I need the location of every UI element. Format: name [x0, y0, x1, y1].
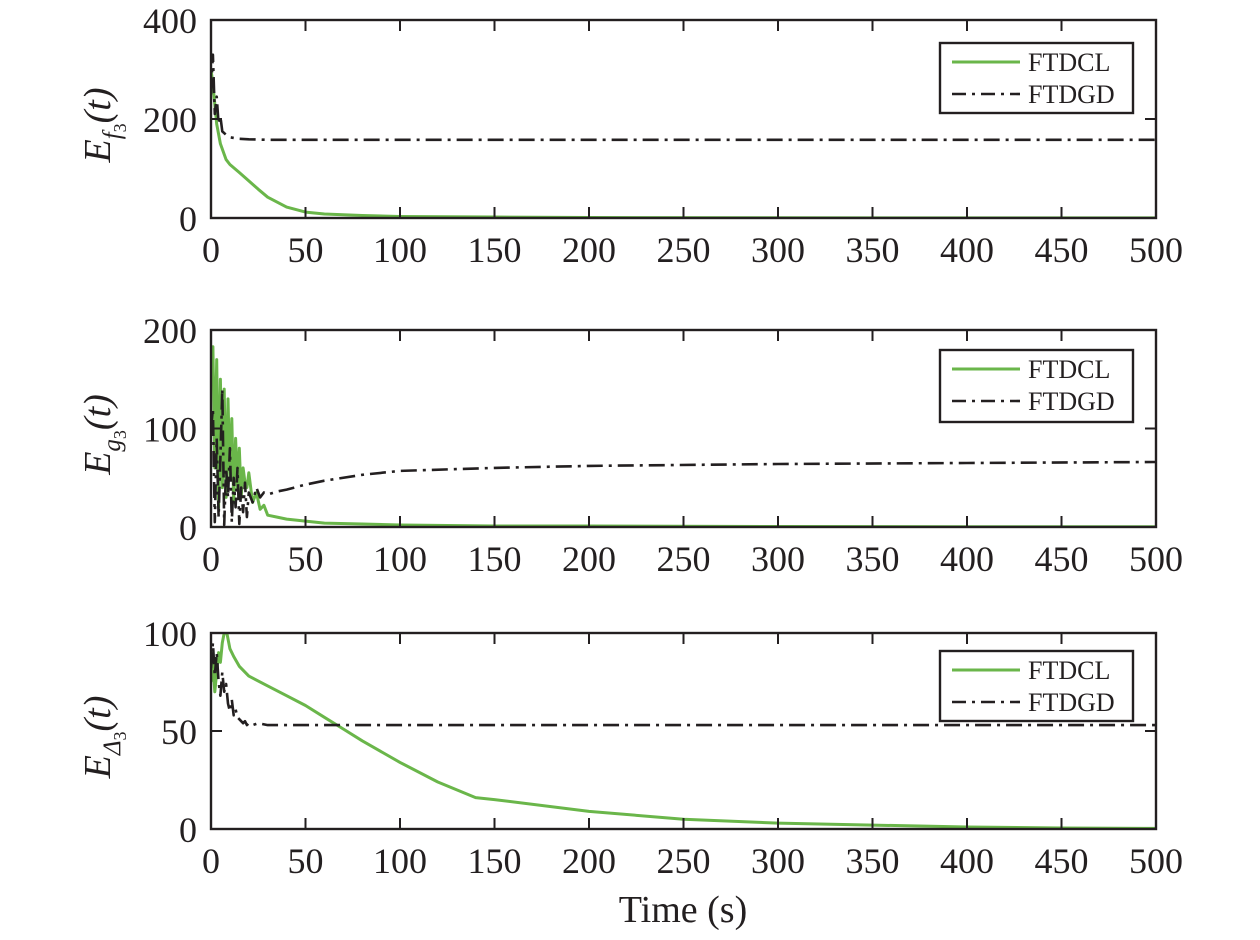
x-tick-label: 400 [940, 230, 994, 270]
subplot-3: 0 50 100 150 200 250 300 350 400 450 500 0 50 100 EΔ3(… [77, 614, 1183, 881]
x-tick-label: 400 [940, 539, 994, 579]
legend: FTDCL FTDGD [938, 649, 1135, 723]
legend-label-ftdcl: FTDCL [1028, 48, 1110, 77]
x-tick-label: 250 [657, 230, 711, 270]
x-tick-label: 450 [1035, 841, 1089, 881]
y-tick-label: 0 [179, 508, 197, 548]
x-tick-label: 200 [562, 841, 616, 881]
series-line-ftdgd [211, 387, 1156, 527]
legend-box [938, 348, 1135, 424]
x-tick-label: 0 [202, 539, 220, 579]
y-axis-label: Ef3(t) [77, 87, 130, 163]
series-line-ftdcl [211, 633, 1156, 829]
y-axis-label: EΔ3(t) [77, 696, 130, 780]
y-tick-label: 100 [143, 614, 197, 654]
subplot-2: 0 50 100 150 200 250 300 350 400 450 500 0 100 200 Eg3… [77, 311, 1183, 579]
legend-label-ftdgd: FTDGD [1028, 387, 1115, 416]
x-tick-label: 400 [940, 841, 994, 881]
x-tick-label: 50 [288, 841, 324, 881]
x-tick-label: 300 [751, 841, 805, 881]
y-tick-label: 0 [179, 199, 197, 239]
x-tick-label: 150 [468, 230, 522, 270]
x-tick-label: 100 [373, 230, 427, 270]
y-tick-label: 400 [143, 1, 197, 41]
x-tick-label: 0 [202, 230, 220, 270]
x-tick-label: 200 [562, 230, 616, 270]
legend: FTDCL FTDGD [938, 348, 1135, 424]
x-axis-label: Time (s) [619, 889, 747, 931]
legend-box [938, 41, 1135, 115]
y-tick-label: 50 [161, 712, 197, 752]
x-tick-label: 500 [1129, 539, 1183, 579]
x-tick-label: 350 [846, 841, 900, 881]
x-tick-label: 250 [657, 841, 711, 881]
x-tick-label: 500 [1129, 230, 1183, 270]
x-tick-label: 100 [373, 841, 427, 881]
legend-label-ftdgd: FTDGD [1028, 688, 1115, 717]
x-tick-label: 300 [751, 539, 805, 579]
x-tick-label: 350 [846, 539, 900, 579]
x-tick-label: 200 [562, 539, 616, 579]
y-tick-label: 200 [143, 311, 197, 351]
x-tick-label: 250 [657, 539, 711, 579]
x-tick-label: 50 [288, 539, 324, 579]
legend-label-ftdgd: FTDGD [1028, 80, 1115, 109]
y-tick-label: 0 [179, 810, 197, 850]
x-tick-label: 350 [846, 230, 900, 270]
legend-label-ftdcl: FTDCL [1028, 656, 1110, 685]
x-tick-label: 450 [1035, 539, 1089, 579]
y-axis-label: Eg3(t) [77, 394, 130, 476]
x-tick-label: 100 [373, 539, 427, 579]
legend: FTDCL FTDGD [938, 41, 1135, 115]
legend-box [938, 649, 1135, 723]
x-tick-label: 150 [468, 539, 522, 579]
x-tick-label: 450 [1035, 230, 1089, 270]
legend-label-ftdcl: FTDCL [1028, 355, 1110, 384]
x-tick-label: 150 [468, 841, 522, 881]
y-tick-label: 100 [143, 410, 197, 450]
x-tick-label: 500 [1129, 841, 1183, 881]
x-tick-label: 300 [751, 230, 805, 270]
x-tick-label: 0 [202, 841, 220, 881]
series-line-ftdgd [211, 53, 1156, 142]
x-tick-label: 50 [288, 230, 324, 270]
y-tick-label: 200 [143, 100, 197, 140]
subplot-1: 0 50 100 150 200 250 300 350 400 450 500 0 200 400 Ef3… [77, 1, 1183, 270]
series-line-ftdgd [211, 641, 1156, 727]
